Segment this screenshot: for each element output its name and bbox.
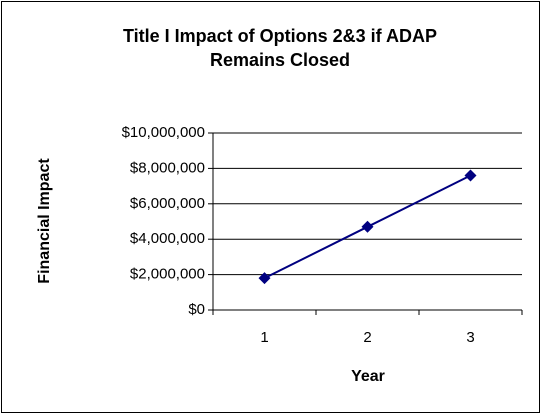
data-point	[258, 272, 271, 285]
y-tick-label: $4,000,000	[130, 230, 205, 247]
chart-title: Remains Closed	[210, 50, 350, 70]
y-tick-label: $8,000,000	[130, 159, 205, 176]
x-tick-label: 1	[260, 329, 268, 346]
chart-title: Title I Impact of Options 2&3 if ADAP	[123, 26, 437, 46]
y-tick-label: $2,000,000	[130, 266, 205, 283]
y-tick-label: $10,000,000	[122, 124, 205, 141]
y-axis-title: Financial Impact	[36, 158, 53, 284]
x-tick-label: 2	[363, 329, 371, 346]
y-tick-label: $0	[188, 301, 205, 318]
x-axis-title: Year	[351, 368, 385, 385]
y-tick-label: $6,000,000	[130, 195, 205, 212]
data-point	[464, 169, 477, 182]
data-point	[361, 220, 374, 233]
x-tick-label: 3	[466, 329, 474, 346]
